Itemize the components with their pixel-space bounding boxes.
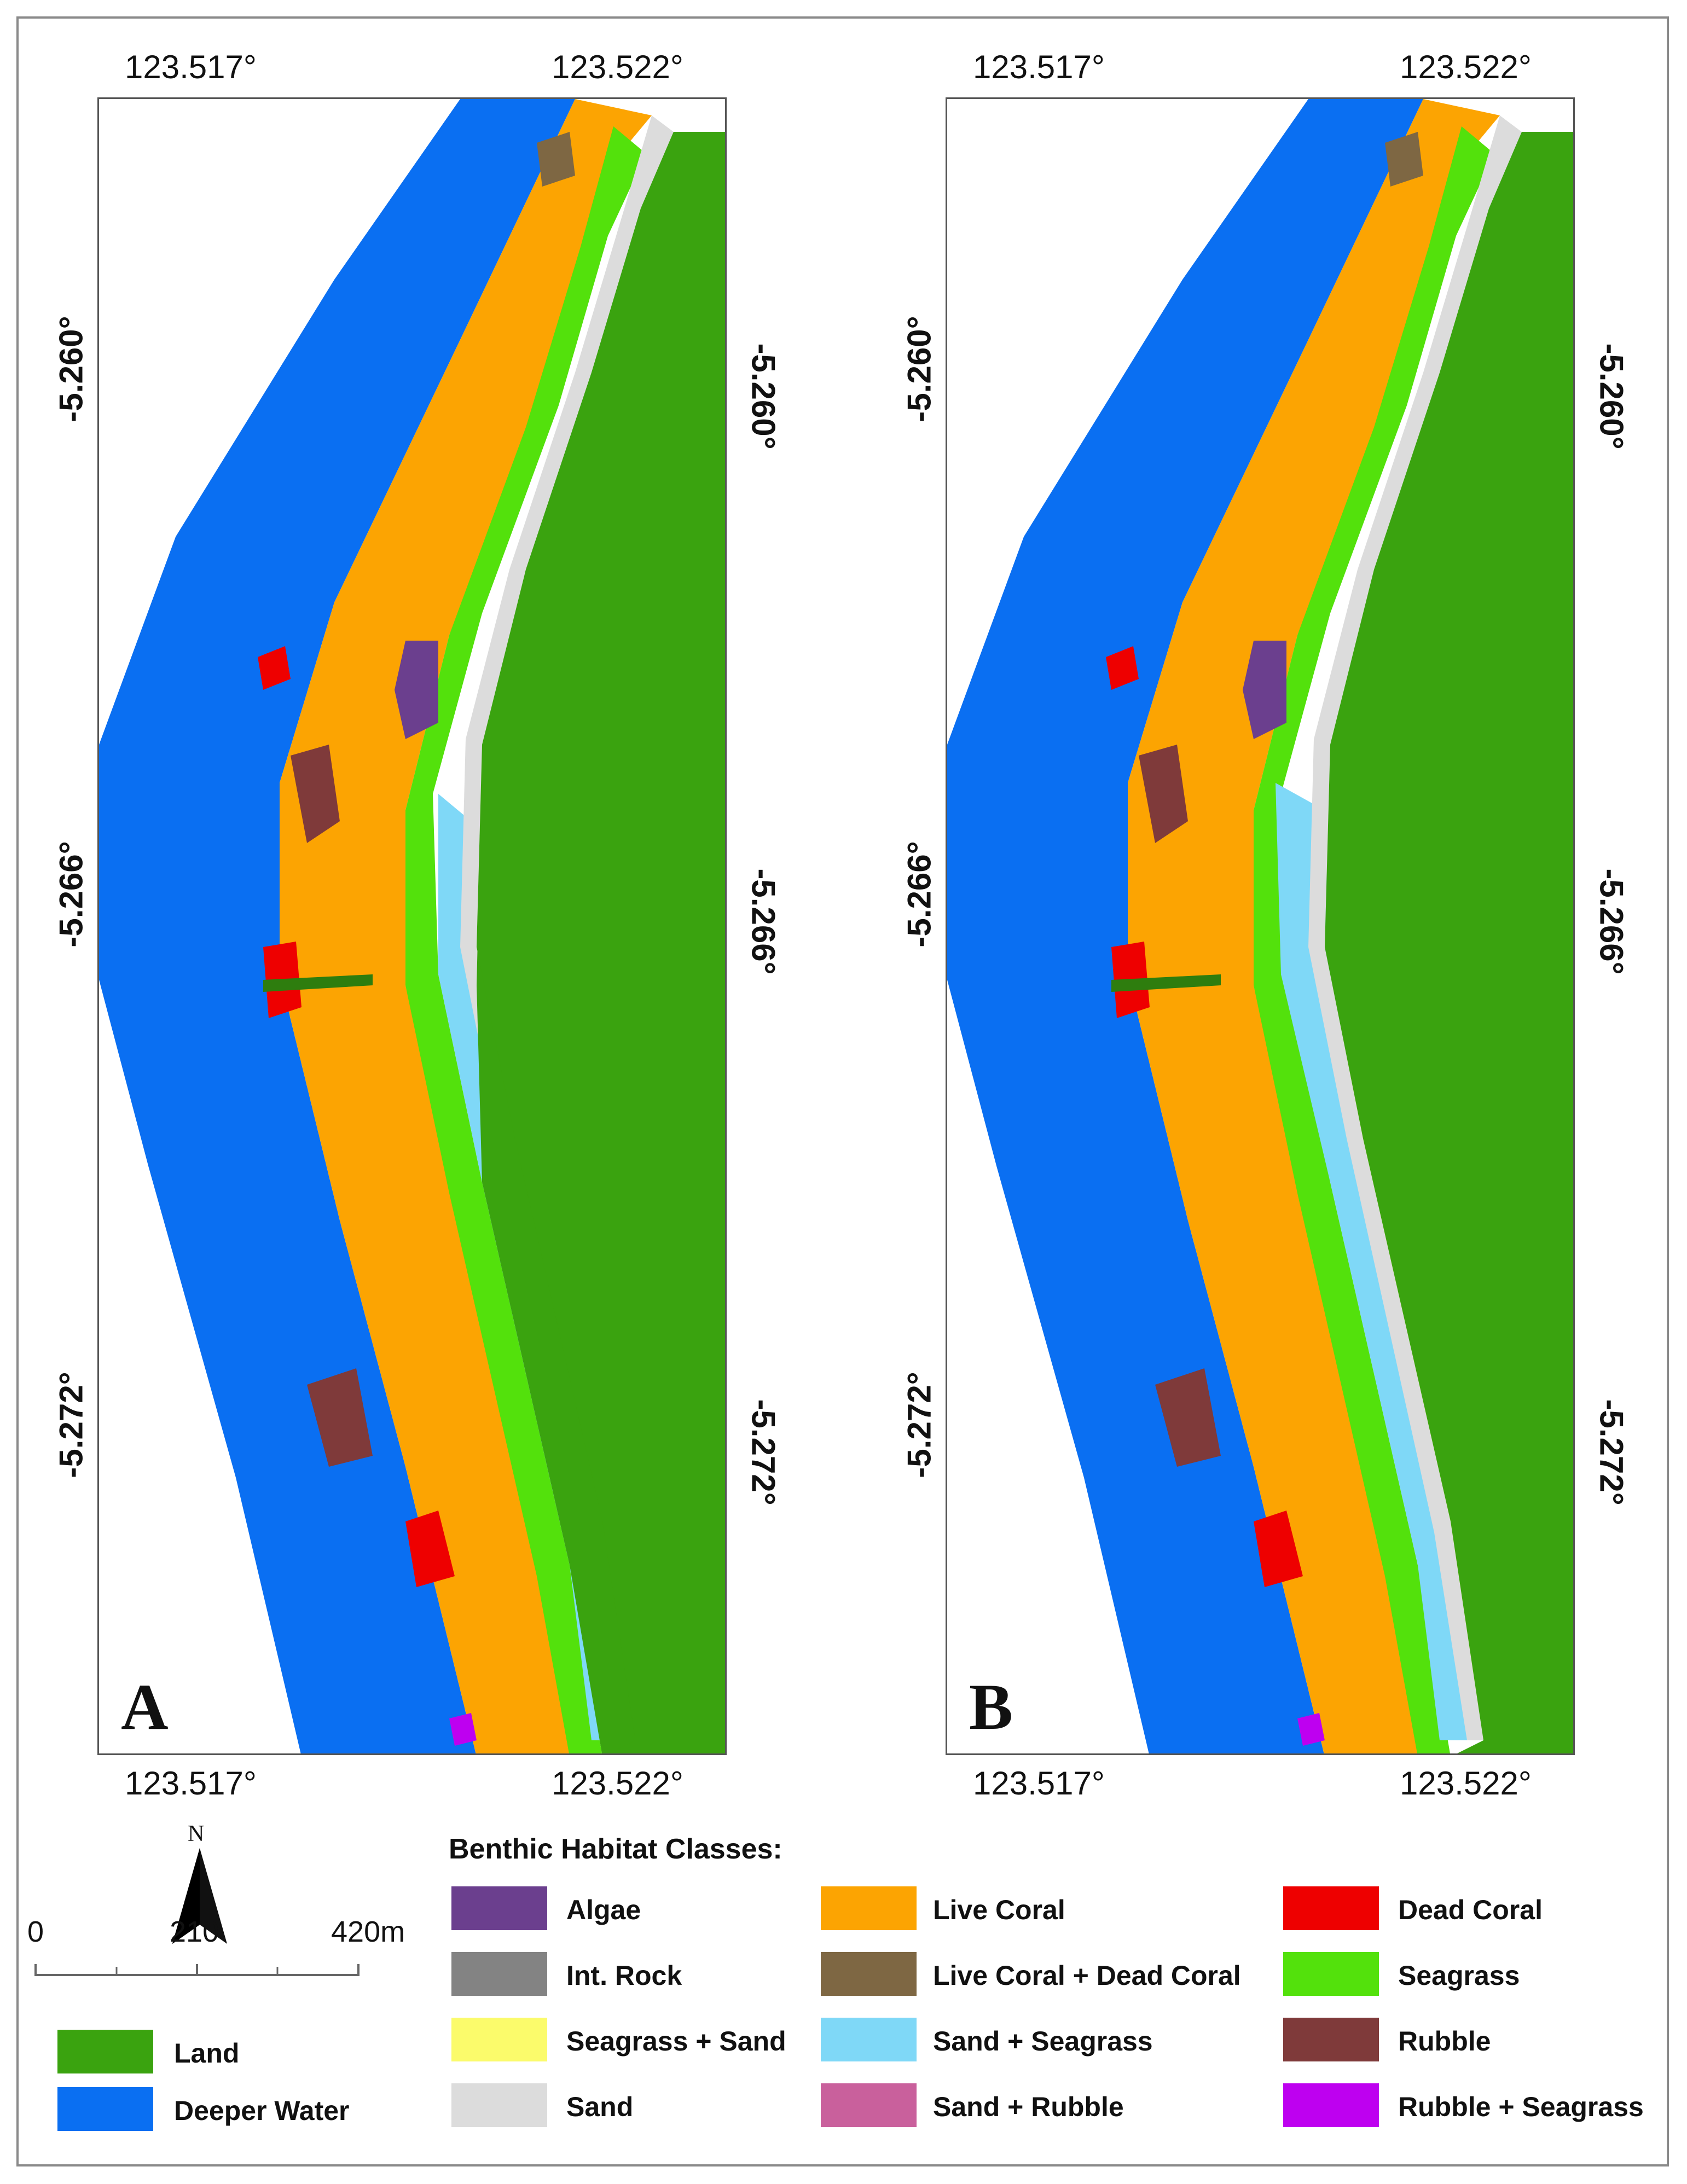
legend-swatch-live-coral: [821, 1886, 917, 1930]
dead-coral-patch-3: [258, 646, 291, 690]
lon-top-right-b: 123.522°: [1400, 49, 1532, 85]
figure-frame: [16, 16, 1669, 2166]
reef-zone-region: [1128, 99, 1500, 1753]
legend-swatch-sand-seagrass: [821, 2018, 917, 2061]
lat-left-a-1: -5.260°: [53, 316, 90, 422]
lat-right-b-2: -5.266°: [1593, 868, 1630, 975]
jetty: [1111, 974, 1221, 992]
panel-letter-b: B: [969, 1670, 1013, 1743]
scale-label-420m: 420m: [331, 1915, 405, 1948]
rubble-seagrass-patch: [1297, 1713, 1325, 1746]
habitat-map-b: [947, 99, 1573, 1753]
scale-bar: [34, 1964, 360, 1976]
legend-label-rubble-seagrass: Rubble + Seagrass: [1398, 2092, 1644, 2122]
sand-band: [1308, 115, 1522, 1740]
legend-swatch-seagrass-sand: [451, 2018, 547, 2061]
legend-label-live-dead-coral: Live Coral + Dead Coral: [933, 1960, 1241, 1991]
legend-swatch-dead-coral: [1283, 1886, 1379, 1930]
live-dead-coral-patch: [537, 132, 575, 187]
rubble-seagrass-patch: [449, 1713, 477, 1746]
map-frame-a: A: [97, 97, 727, 1755]
algae-patch: [1243, 641, 1286, 739]
legend-swatch-sand: [451, 2083, 547, 2127]
lat-right-a-2: -5.266°: [745, 868, 782, 975]
rubble-patch-1: [1139, 745, 1188, 843]
legend-swatch-rubble: [1283, 2018, 1379, 2061]
north-arrow-label: N: [188, 1821, 205, 1846]
dead-coral-patch-3: [1106, 646, 1139, 690]
deeper-water-region: [99, 99, 575, 1753]
legend-swatch-int-rock: [451, 1952, 547, 1996]
legend-swatch-live-dead-coral: [821, 1952, 917, 1996]
scale-label-210: 210: [170, 1915, 219, 1948]
lon-bottom-left-b: 123.517°: [973, 1765, 1105, 1802]
rubble-patch-2: [1155, 1368, 1221, 1467]
map-frame-b: B: [946, 97, 1575, 1755]
legend-label-dead-coral: Dead Coral: [1398, 1895, 1543, 1925]
legend-label-deeper-water: Deeper Water: [174, 2095, 350, 2126]
legend-swatch-algae: [451, 1886, 547, 1930]
lon-top-left-b: 123.517°: [973, 49, 1105, 85]
seagrass-band: [405, 126, 646, 1753]
lat-left-b-2: -5.266°: [901, 841, 938, 948]
land-white-east-top: [1500, 100, 1573, 132]
lat-left-a-2: -5.266°: [53, 841, 90, 948]
lon-bottom-right-b: 123.522°: [1400, 1765, 1532, 1802]
land-region-east: [477, 132, 725, 1753]
legend-swatch-sand-rubble: [821, 2083, 917, 2127]
deeper-water-region: [947, 99, 1423, 1753]
legend-label-sand: Sand: [566, 2092, 634, 2122]
dead-coral-patch-2: [1254, 1511, 1303, 1587]
lon-bottom-right-a: 123.522°: [552, 1765, 683, 1802]
lon-bottom-left-a: 123.517°: [125, 1765, 257, 1802]
legend-title: Benthic Habitat Classes:: [449, 1833, 782, 1865]
legend-label-rubble: Rubble: [1398, 2026, 1491, 2057]
legend-label-algae: Algae: [566, 1895, 641, 1925]
legend-label-sand-rubble: Sand + Rubble: [933, 2092, 1124, 2122]
algae-patch: [395, 641, 438, 739]
lat-right-b-1: -5.260°: [1593, 343, 1630, 450]
rubble-patch-1: [291, 745, 340, 843]
lat-right-b-3: -5.272°: [1593, 1399, 1630, 1506]
lat-left-a-3: -5.272°: [53, 1372, 90, 1478]
legend-label-sand-seagrass: Sand + Seagrass: [933, 2026, 1153, 2057]
panel-letter-a: A: [121, 1670, 169, 1743]
rubble-patch-2: [307, 1368, 373, 1467]
habitat-map-a: [99, 99, 725, 1753]
jetty: [263, 974, 373, 992]
legend-label-int-rock: Int. Rock: [566, 1960, 682, 1991]
lat-left-b-1: -5.260°: [901, 316, 938, 422]
north-arrow-icon: [172, 1848, 227, 1944]
legend-label-live-coral: Live Coral: [933, 1895, 1065, 1925]
scale-label-0: 0: [27, 1915, 44, 1948]
lon-top-left-a: 123.517°: [125, 49, 257, 85]
legend-swatch-deeper-water: [57, 2087, 153, 2131]
legend-label-land: Land: [174, 2038, 240, 2069]
legend-swatch-seagrass: [1283, 1952, 1379, 1996]
reef-zone-region: [280, 99, 652, 1753]
seagrass-band: [1254, 126, 1494, 1753]
lon-top-right-a: 123.522°: [552, 49, 683, 85]
legend-swatch-rubble-seagrass: [1283, 2083, 1379, 2127]
land-region-east: [1325, 132, 1573, 1753]
legend-label-seagrass-sand: Seagrass + Sand: [566, 2026, 786, 2057]
lat-right-a-1: -5.260°: [745, 343, 782, 450]
lat-right-a-3: -5.272°: [745, 1399, 782, 1506]
lat-left-b-3: -5.272°: [901, 1372, 938, 1478]
dead-coral-patch-2: [405, 1511, 455, 1587]
legend-swatch-land: [57, 2030, 153, 2073]
legend-label-seagrass: Seagrass: [1398, 1960, 1520, 1991]
land-white-east-top: [652, 100, 725, 132]
live-dead-coral-patch: [1385, 132, 1423, 187]
